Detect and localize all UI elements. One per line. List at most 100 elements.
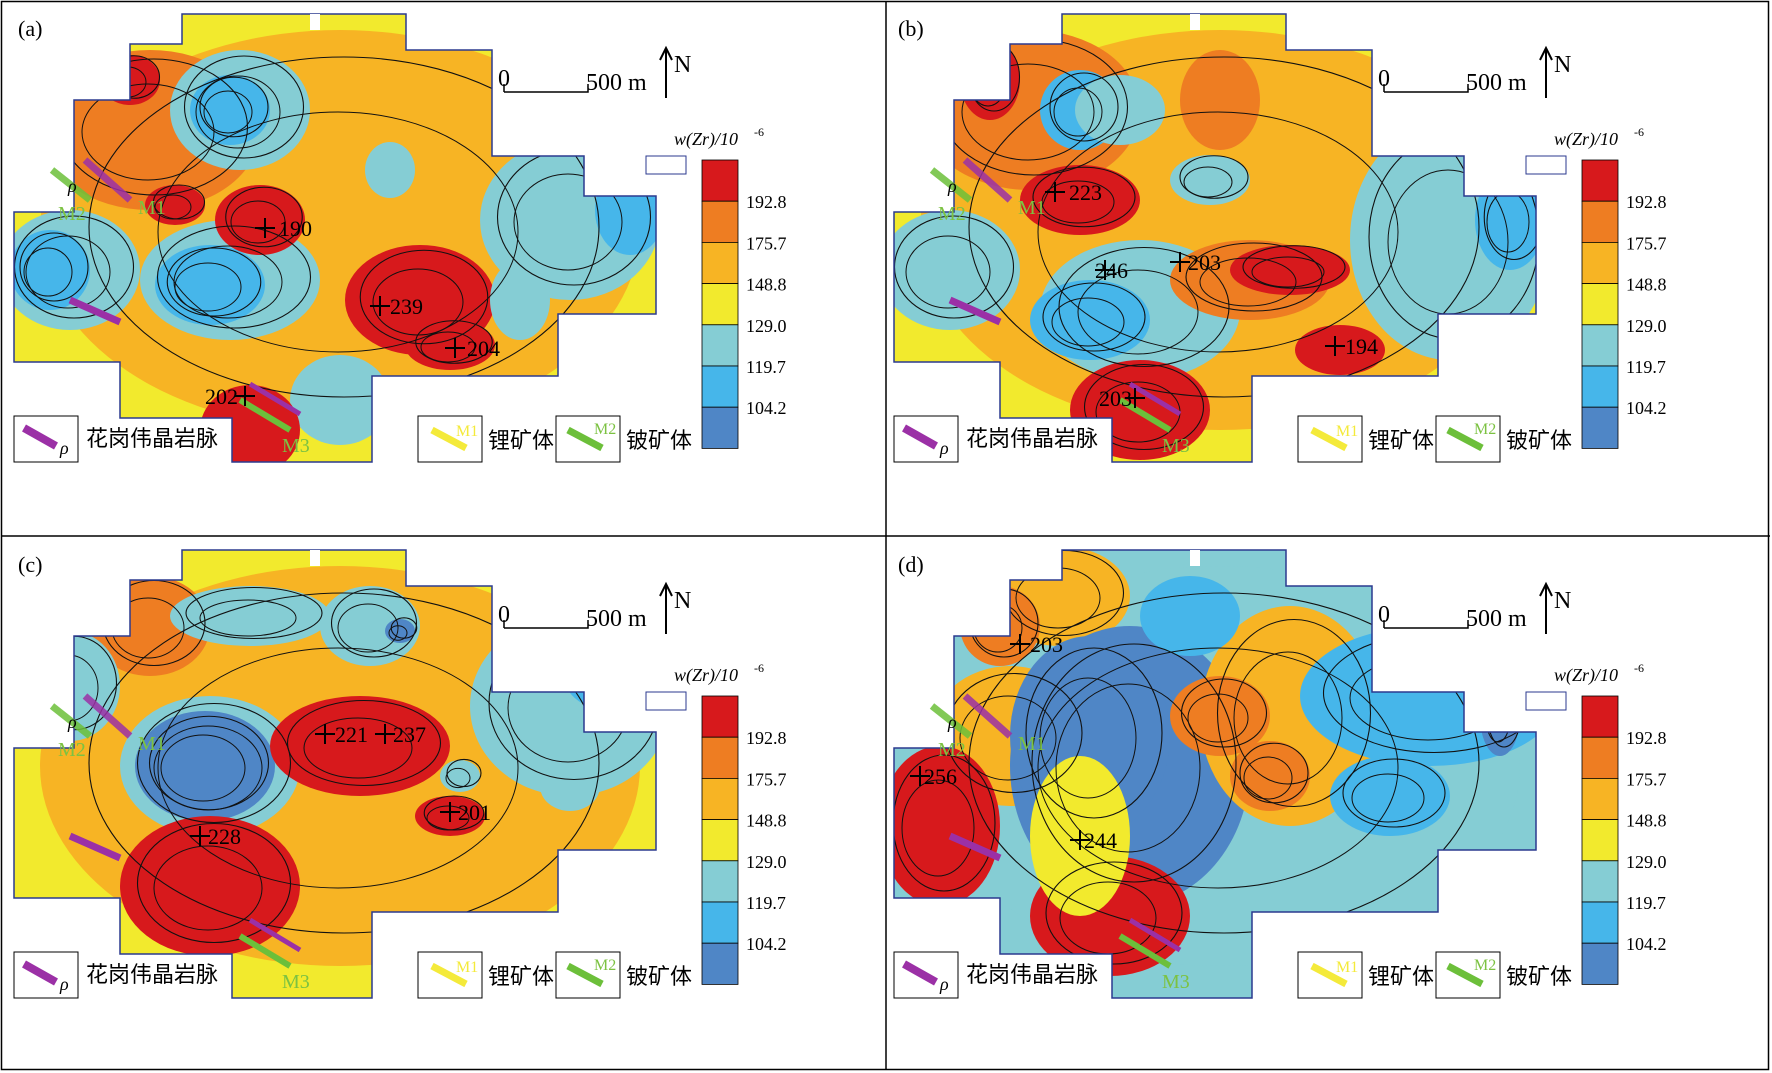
contour-line [203, 90, 253, 134]
contour-line [1216, 618, 1372, 808]
anomaly-zone [560, 621, 656, 711]
be-legend-label: 铍矿体 [1506, 964, 1572, 989]
legend-swatch-red [1581, 695, 1619, 738]
peak-marker: 239 [370, 294, 423, 319]
legend-value: 148.8 [1626, 811, 1667, 831]
legend-swatch-orange [1581, 777, 1619, 820]
contour-line [1037, 111, 1399, 353]
legend-swatch-yellow [701, 819, 739, 862]
contour-line [445, 767, 471, 789]
peak-cross-icon [190, 826, 210, 846]
peak-cross-icon [1325, 336, 1345, 356]
legend-swatch-blue [701, 942, 739, 985]
north-arrow: N [659, 45, 691, 98]
north-arrow: N [659, 581, 691, 634]
ore-label-m2: M2 [58, 203, 86, 225]
legend-value: 119.7 [746, 893, 786, 913]
contour-line [1042, 282, 1146, 352]
peak-value: 190 [279, 216, 312, 241]
be-box-label: M2 [594, 421, 616, 438]
contour-line [88, 592, 600, 934]
li-box-label: M1 [1336, 959, 1358, 976]
scale-bar-icon [503, 84, 589, 93]
contour-line [330, 588, 418, 658]
contour-line [1055, 683, 1201, 853]
contour-line [577, 640, 639, 696]
contour-line [894, 754, 996, 892]
contour-line [1077, 269, 1199, 355]
legend-value: 129.0 [1626, 852, 1667, 872]
peak-cross-icon [1170, 252, 1190, 272]
legend-swatch-orange [701, 777, 739, 820]
lithium-ore-body [82, 693, 133, 739]
feature-legend: ρ 花岗伟晶岩脉 M1 锂矿体 M2 铍矿体 [893, 415, 1572, 463]
contour-line [19, 232, 89, 302]
peak-marker: 204 [445, 336, 500, 361]
dyke-symbol-map: ρ [947, 176, 957, 196]
panel-label: (c) [18, 552, 42, 577]
be-legend-label: 铍矿体 [626, 428, 692, 453]
peak-cross-icon [1125, 388, 1145, 408]
contour-line [230, 200, 286, 244]
contour-line [173, 245, 283, 319]
anomaly-zone [1330, 756, 1450, 836]
legend-swatch-light_blue [1581, 860, 1619, 903]
peak-marker: 228 [190, 824, 241, 849]
legend-swatch-dark_orange [1581, 200, 1619, 243]
pegmatite-dyke-icon [902, 424, 938, 450]
legend-title-exponent: -6 [754, 661, 764, 675]
li-legend-label: 锂矿体 [1368, 964, 1434, 989]
ore-label-m2: M2 [58, 739, 86, 761]
peak-value: 239 [390, 294, 423, 319]
lithium-ore-body [962, 693, 1013, 739]
contour-line [195, 75, 281, 149]
feature-legend: ρ 花岗伟晶岩脉 M1 锂矿体 M2 铍矿体 [13, 415, 692, 463]
legend-value: 119.7 [746, 357, 786, 377]
pegmatite-dyke-icon [22, 960, 58, 986]
anomaly-zone [894, 746, 1000, 906]
li-box-label: M1 [456, 423, 478, 440]
contour-line [166, 247, 262, 317]
peak-cross-icon [1095, 260, 1115, 280]
legend-swatch-light_blue [1581, 324, 1619, 367]
ore-label-m3: M3 [282, 435, 310, 457]
panel-a: (a) 0 500 m Nw(Zr)/10 -6 192.8 175.7 148.8 129.0… [13, 13, 787, 463]
boundary-notch [645, 691, 687, 711]
contour-line [1239, 742, 1309, 804]
lithium-orebody-icon [430, 962, 468, 988]
legend-swatch-red [701, 159, 739, 202]
scale-bar-icon [503, 620, 589, 629]
peak-value: 203 [1188, 250, 1221, 275]
contour-line [174, 262, 242, 312]
anomaly-zone [1075, 75, 1165, 145]
contour-line [183, 55, 305, 159]
survey-area-boundary [13, 549, 657, 999]
legend-value: 129.0 [746, 316, 787, 336]
legend-swatch-red [1581, 159, 1619, 202]
legend-title: w(Zr)/10 [1554, 665, 1618, 686]
contour-line [1180, 678, 1268, 748]
pegmatite-dyke [948, 832, 1002, 862]
contour-line [959, 695, 1057, 781]
anomaly-zone [155, 245, 265, 325]
peak-cross-icon [1045, 182, 1065, 202]
li-legend-label: 锂矿体 [1368, 428, 1434, 453]
legend-title: w(Zr)/10 [674, 129, 738, 150]
dyke-symbol: ρ [939, 438, 949, 458]
zr-contour-map [14, 14, 656, 462]
contour-line [148, 715, 270, 811]
dyke-symbol-map: ρ [67, 176, 77, 196]
be-box-label: M2 [1474, 421, 1496, 438]
peak-value: 228 [208, 824, 241, 849]
anomaly-zone [595, 165, 656, 255]
anomaly-zone [1180, 50, 1260, 150]
peak-marker: 246 [1095, 258, 1128, 283]
scale-zero: 0 [498, 602, 510, 628]
contour-line [1179, 155, 1249, 199]
peak-cross-icon [315, 724, 335, 744]
anomaly-zone [1020, 165, 1140, 235]
boundary-notch [645, 155, 687, 175]
pegmatite-dyke [68, 832, 122, 862]
peak-marker: 237 [375, 722, 426, 747]
